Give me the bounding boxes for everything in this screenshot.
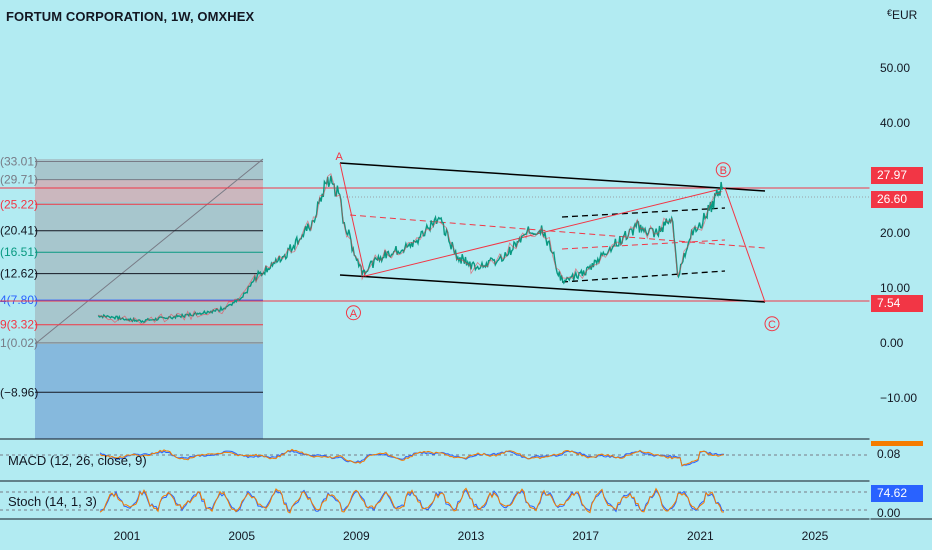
fib-level-label: (33.01) bbox=[0, 154, 38, 168]
wave-label-c[interactable]: C bbox=[764, 316, 780, 332]
stoch-d-line bbox=[99, 487, 724, 514]
x-tick-label: 2025 bbox=[802, 529, 829, 543]
x-tick-label: 2017 bbox=[572, 529, 599, 543]
macd-line bbox=[99, 449, 725, 467]
chart-title: FORTUM CORPORATION, 1W, OMXHEX bbox=[6, 9, 255, 24]
y-tick-label: 40.00 bbox=[880, 116, 910, 130]
fib-level-label: (25.22) bbox=[0, 197, 38, 211]
price-tag-0: 27.97 bbox=[871, 167, 923, 184]
wave-label-a[interactable]: A bbox=[345, 305, 361, 321]
inner-channel-top[interactable] bbox=[561, 207, 726, 218]
price-series-line-down bbox=[98, 173, 723, 325]
y-tick-label: −10.00 bbox=[880, 391, 917, 405]
stoch-axis-value: 0.00 bbox=[877, 506, 901, 520]
price-series-line bbox=[97, 175, 723, 324]
svg-text:C: C bbox=[768, 319, 776, 331]
wave-label-a[interactable]: A bbox=[335, 151, 343, 163]
y-tick-label: 50.00 bbox=[880, 61, 910, 75]
x-tick-label: 2013 bbox=[458, 529, 485, 543]
fib-box-bottom bbox=[35, 344, 263, 439]
wave-label-b[interactable]: B bbox=[715, 162, 731, 178]
macd-label[interactable]: MACD (12, 26, close, 9) bbox=[8, 453, 147, 468]
x-tick-label: 2021 bbox=[687, 529, 714, 543]
fib-level-label: (16.51) bbox=[0, 245, 38, 259]
svg-text:A: A bbox=[335, 151, 343, 163]
currency-code: EUR bbox=[892, 8, 918, 22]
inner-channel-lower[interactable] bbox=[561, 270, 726, 283]
x-tick-label: 2009 bbox=[343, 529, 370, 543]
fib-level-label: (12.62) bbox=[0, 267, 38, 281]
currency-label[interactable]: €EUR bbox=[887, 8, 917, 22]
x-tick-label: 2005 bbox=[228, 529, 255, 543]
fib-box-red bbox=[35, 180, 263, 202]
macd-value: 0.08 bbox=[877, 447, 901, 461]
y-tick-label: 20.00 bbox=[880, 226, 910, 240]
fib-level-label: 9(3.32) bbox=[0, 318, 38, 332]
stoch-k-line bbox=[99, 489, 725, 513]
svg-text:B: B bbox=[720, 165, 727, 177]
fib-level-label: (29.71) bbox=[0, 173, 38, 187]
currency-glyph: € bbox=[887, 8, 893, 18]
svg-text:A: A bbox=[350, 308, 358, 320]
y-tick-label: 10.00 bbox=[880, 281, 910, 295]
stoch-value: 74.62 bbox=[871, 485, 923, 502]
fib-level-label: (20.41) bbox=[0, 224, 38, 238]
macd-signal-badge-bar bbox=[871, 441, 923, 446]
fib-level-label: 4(7.80) bbox=[0, 293, 38, 307]
price-tag-2: 7.54 bbox=[871, 295, 923, 312]
y-tick-label: 0.00 bbox=[880, 336, 904, 350]
price-tag-1: 26.60 bbox=[871, 191, 923, 208]
channel-upper[interactable] bbox=[339, 162, 766, 192]
stoch-label[interactable]: Stoch (14, 1, 3) bbox=[8, 494, 97, 509]
inner-channel-mid[interactable] bbox=[561, 239, 726, 250]
macd-signal-line bbox=[99, 448, 725, 467]
wave-abc-path[interactable] bbox=[339, 162, 766, 303]
x-tick-label: 2001 bbox=[114, 529, 141, 543]
fib-diagonal bbox=[34, 158, 264, 345]
channel-lower[interactable] bbox=[339, 274, 766, 303]
fib-level-label: (−8.96) bbox=[0, 385, 38, 399]
fib-level-label: 1(0.02) bbox=[0, 336, 38, 350]
